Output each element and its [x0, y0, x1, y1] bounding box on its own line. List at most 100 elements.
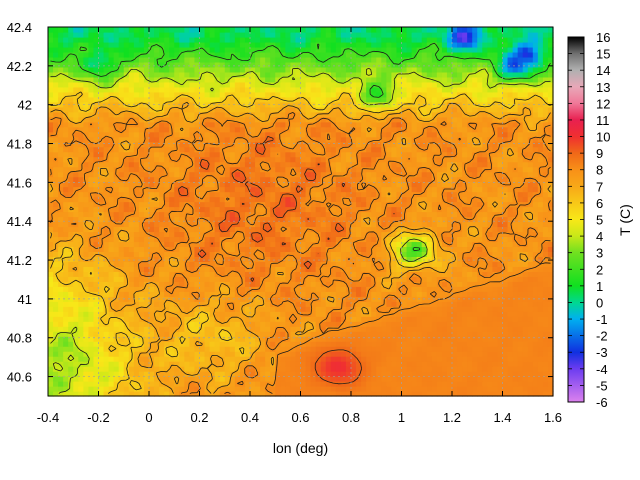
heatmap-cell [542, 286, 549, 292]
heatmap-cell [487, 391, 493, 397]
heatmap-cell [517, 221, 524, 228]
heatmap-cell [169, 316, 175, 322]
heatmap-cell [527, 341, 534, 347]
heatmap-cell [118, 206, 125, 213]
heatmap-cell [351, 186, 357, 193]
heatmap-cell [73, 206, 79, 213]
heatmap-cell [53, 281, 59, 287]
heatmap-cell [123, 201, 130, 208]
heatmap-cell [255, 266, 261, 272]
heatmap-cell [371, 251, 377, 257]
heatmap-cell [320, 206, 327, 213]
heatmap-cell [320, 306, 327, 312]
heatmap-cell [431, 166, 438, 173]
heatmap-cell [441, 306, 448, 312]
heatmap-cell [441, 171, 448, 178]
heatmap-cell [179, 316, 185, 322]
heatmap-cell [477, 191, 483, 198]
heatmap-cell [250, 281, 256, 287]
heatmap-cell [386, 316, 392, 322]
heatmap-cell [487, 241, 493, 248]
heatmap-cell [174, 226, 180, 233]
heatmap-cell [330, 361, 337, 367]
heatmap-cell [88, 211, 95, 218]
heatmap-cell [270, 351, 276, 357]
heatmap-cell [366, 176, 372, 183]
heatmap-cell [441, 231, 448, 238]
heatmap-cell [457, 161, 463, 168]
heatmap-cell [128, 361, 135, 367]
heatmap-cell [492, 251, 499, 257]
heatmap-cell [295, 211, 302, 218]
heatmap-cell [391, 156, 398, 163]
heatmap-cell [340, 191, 347, 198]
heatmap-cell [73, 351, 79, 357]
heatmap-cell [320, 241, 327, 248]
heatmap-cell [507, 381, 514, 387]
heatmap-cell [310, 361, 317, 367]
heatmap-cell [411, 276, 418, 282]
heatmap-cell [154, 256, 160, 262]
heatmap-cell [320, 201, 327, 208]
heatmap-cell [320, 156, 327, 163]
heatmap-cell [159, 201, 165, 208]
heatmap-cell [315, 306, 322, 312]
heatmap-cell [63, 306, 69, 312]
heatmap-cell [452, 341, 458, 347]
heatmap-cell [391, 346, 398, 352]
heatmap-cell [78, 196, 84, 203]
heatmap-cell [371, 391, 377, 397]
heatmap-cell [522, 231, 529, 238]
heatmap-cell [164, 326, 170, 332]
heatmap-cell [285, 326, 291, 332]
heatmap-cell [300, 146, 307, 153]
heatmap-cell [154, 331, 160, 337]
heatmap-cell [164, 211, 170, 218]
heatmap-cell [280, 371, 286, 377]
heatmap-cell [522, 176, 529, 183]
heatmap-cell [138, 351, 145, 357]
heatmap-cell [381, 361, 387, 367]
heatmap-cell [310, 201, 317, 208]
heatmap-cell [305, 326, 312, 332]
heatmap-cell [98, 216, 105, 223]
heatmap-cell [310, 291, 317, 297]
heatmap-cell [128, 321, 135, 327]
heatmap-cell [366, 266, 372, 272]
heatmap-cell [295, 301, 302, 307]
heatmap-cell [547, 186, 554, 193]
heatmap-cell [330, 196, 337, 203]
heatmap-cell [472, 361, 478, 367]
heatmap-cell [169, 236, 175, 243]
heatmap-cell [184, 296, 190, 302]
heatmap-cell [295, 331, 302, 337]
heatmap-cell [159, 331, 165, 337]
heatmap-cell [457, 321, 463, 327]
heatmap-cell [335, 231, 342, 238]
heatmap-cell [472, 306, 478, 312]
heatmap-cell [209, 191, 216, 198]
heatmap-cell [265, 281, 271, 287]
heatmap-cell [335, 346, 342, 352]
heatmap-cell [128, 371, 135, 377]
heatmap-cell [255, 311, 261, 317]
heatmap-cells [48, 27, 554, 397]
heatmap-cell [345, 381, 352, 387]
heatmap-cell [406, 241, 413, 248]
heatmap-cell [68, 191, 74, 198]
heatmap-cell [340, 221, 347, 228]
heatmap-cell [290, 161, 297, 168]
heatmap-cell [234, 376, 241, 382]
heatmap-cell [128, 291, 135, 297]
heatmap-cell [244, 181, 251, 188]
heatmap-cell [149, 191, 155, 198]
heatmap-cell [229, 386, 236, 392]
heatmap-cell [315, 316, 322, 322]
heatmap-cell [441, 236, 448, 243]
heatmap-cell [209, 151, 216, 158]
heatmap-cell [234, 201, 241, 208]
heatmap-cell [320, 281, 327, 287]
heatmap-cell [209, 266, 216, 272]
heatmap-cell [446, 306, 453, 312]
heatmap-cell [305, 336, 312, 342]
